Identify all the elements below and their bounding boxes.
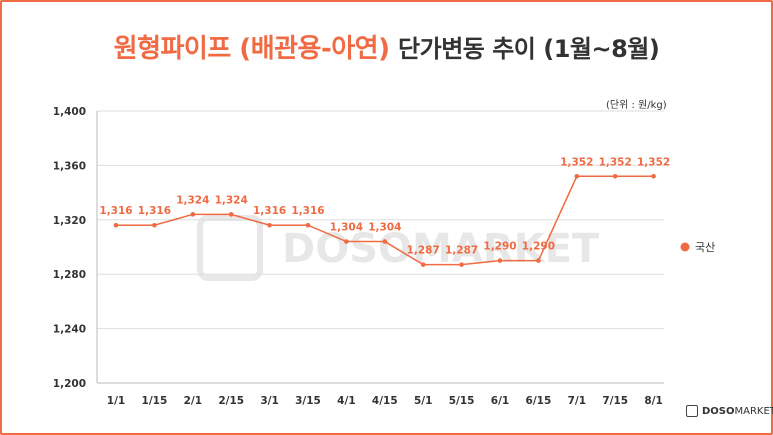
data-point <box>305 222 311 228</box>
x-tick-label: 4/15 <box>372 395 398 407</box>
data-point <box>574 173 580 179</box>
brand-name-bold: DOSO <box>702 405 735 417</box>
x-tick-label: 1/15 <box>142 395 168 407</box>
data-label: 1,316 <box>253 205 286 217</box>
data-label: 1,324 <box>215 194 248 206</box>
data-label: 1,352 <box>637 156 670 168</box>
x-tick-label: 5/1 <box>414 395 432 407</box>
data-label: 1,324 <box>176 194 209 206</box>
legend-marker <box>680 242 690 252</box>
y-tick-label: 1,320 <box>53 215 86 227</box>
data-label: 1,287 <box>407 245 440 257</box>
chart-title: 원형파이프 (배관용-아연) 단가변동 추이 (1월~8월) <box>0 28 773 65</box>
data-point <box>382 239 388 244</box>
data-point <box>497 258 503 263</box>
data-label: 1,304 <box>368 222 401 234</box>
data-label: 1,290 <box>483 241 516 253</box>
data-label: 1,352 <box>599 156 632 168</box>
doso-logo-icon <box>686 405 698 417</box>
data-point <box>152 222 157 228</box>
legend: 국산 <box>680 241 715 254</box>
brand-logo: DOSOMARKET <box>686 405 773 417</box>
y-tick-label: 1,200 <box>53 378 86 390</box>
title-main: 원형파이프 (배관용-아연) <box>113 34 390 64</box>
data-label: 1,316 <box>138 205 171 217</box>
data-point <box>536 258 541 263</box>
x-tick-label: 8/1 <box>644 395 662 407</box>
x-tick-label: 5/15 <box>449 395 475 407</box>
data-label: 1,316 <box>99 205 132 217</box>
data-point <box>612 173 618 179</box>
x-tick-label: 6/15 <box>526 395 552 407</box>
y-tick-label: 1,280 <box>53 269 86 281</box>
data-point <box>228 212 234 217</box>
data-label: 1,304 <box>330 222 363 234</box>
y-tick-label: 1,360 <box>53 160 86 172</box>
unit-label: (단위 : 원/kg) <box>606 100 667 111</box>
x-tick-label: 7/1 <box>568 395 586 407</box>
data-point <box>651 173 656 179</box>
data-point <box>267 222 272 228</box>
data-point <box>344 239 349 244</box>
data-point <box>420 262 426 267</box>
y-tick-label: 1,240 <box>53 324 86 336</box>
data-point <box>190 212 196 217</box>
data-label: 1,316 <box>291 205 324 217</box>
data-label: 1,287 <box>445 245 478 257</box>
watermark-logo-icon <box>197 215 263 281</box>
x-tick-label: 7/15 <box>602 395 628 407</box>
x-tick-label: 2/1 <box>184 395 202 407</box>
x-tick-label: 6/1 <box>491 395 509 407</box>
title-sub: 단가변동 추이 (1월~8월) <box>398 35 660 63</box>
brand-name-thin: MARKET <box>734 405 773 417</box>
x-tick-label: 2/15 <box>218 395 244 407</box>
legend-label: 국산 <box>695 241 715 254</box>
data-label: 1,352 <box>560 156 593 168</box>
data-label: 1,290 <box>522 241 555 253</box>
x-tick-label: 3/15 <box>295 395 321 407</box>
x-tick-label: 3/1 <box>260 395 278 407</box>
data-point <box>459 262 464 267</box>
x-tick-label: 1/1 <box>107 395 125 407</box>
data-point <box>113 222 119 228</box>
x-tick-label: 4/1 <box>337 395 355 407</box>
y-tick-label: 1,400 <box>53 106 86 118</box>
